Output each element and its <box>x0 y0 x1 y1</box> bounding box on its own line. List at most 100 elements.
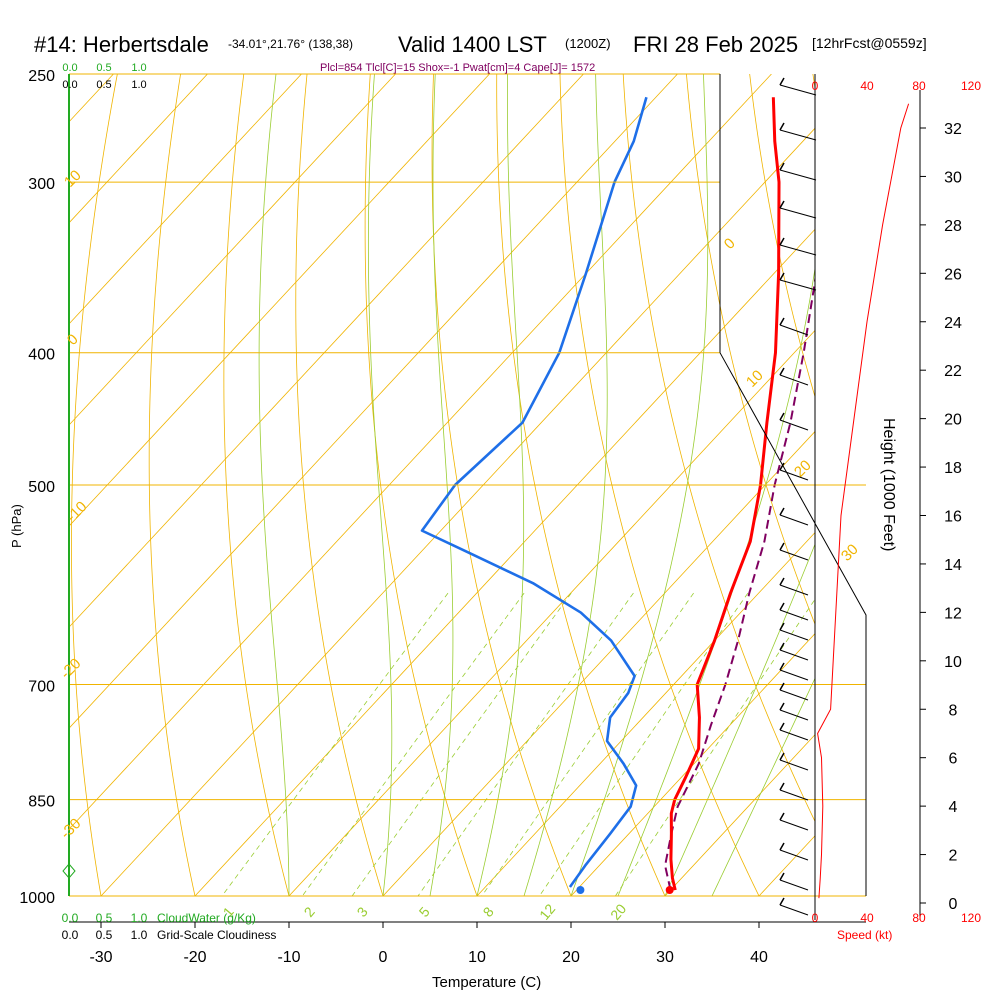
isotherm-line <box>69 74 396 426</box>
speed-tick-top: 40 <box>860 79 874 93</box>
mixing-ratio-line <box>221 592 449 896</box>
height-tick-label: 8 <box>949 702 958 719</box>
isotherm-line <box>853 74 1000 896</box>
wind-barb-icon <box>779 649 809 661</box>
isotherm-line <box>664 734 815 896</box>
speed-tick-top: 80 <box>912 79 926 93</box>
height-tick-label: 28 <box>944 218 962 235</box>
mixing-ratio-label: 5 <box>416 904 433 920</box>
cloud-water-tick-bottom: 0.5 <box>96 911 113 925</box>
cloud-water-tick-bottom: 0.0 <box>62 911 79 925</box>
wind-barb-icon <box>779 904 809 916</box>
dry-adiabat-line <box>939 74 1000 896</box>
cloud-water-label: CloudWater (g/Kg) <box>157 911 256 925</box>
wind-barb-icon <box>779 549 809 561</box>
mixing-ratio-label: 8 <box>480 904 497 920</box>
moist-adiabat-line <box>429 74 454 896</box>
wind-barb-flag-icon <box>779 542 785 551</box>
x-axis-label: Temperature (C) <box>432 974 541 991</box>
mixing-ratio-line <box>615 598 815 896</box>
moist-adiabat-line <box>711 677 815 896</box>
cloudiness-tick-bottom: 0.0 <box>62 928 79 942</box>
height-tick-label: 22 <box>944 363 962 380</box>
wind-barb-flag-icon <box>779 462 785 471</box>
moist-adiabat-line <box>367 74 393 896</box>
height-tick-label: 4 <box>949 799 958 816</box>
pressure-tick-label: 700 <box>28 679 55 696</box>
wind-barb-icon <box>779 849 809 861</box>
wind-barb-icon <box>779 207 817 219</box>
wind-barb-flag-icon <box>779 782 785 791</box>
height-tick-label: 26 <box>944 266 962 283</box>
surface-dewpoint-dot <box>576 886 585 894</box>
dewpoint-trace <box>420 96 648 888</box>
mixing-ratio-label: 2 <box>301 904 318 920</box>
wind-barb-flag-icon <box>779 162 785 171</box>
moist-adiabat-line <box>664 543 815 896</box>
wind-barb-icon <box>779 729 809 741</box>
wind-barb-icon <box>779 689 809 701</box>
moist-adiabat-line <box>476 74 525 896</box>
mixing-ratio-label: 3 <box>354 904 371 920</box>
dry-adiabat-line <box>496 74 666 896</box>
isotherm-line <box>69 74 208 224</box>
wind-barb-icon <box>779 374 809 386</box>
cloudiness-tick-top: 0.0 <box>62 79 77 91</box>
cloud-marker-icon <box>62 863 76 879</box>
cloudiness-tick-top: 1.0 <box>131 79 146 91</box>
pressure-tick-label: 850 <box>28 794 55 811</box>
wind-barb-flag-icon <box>779 122 785 131</box>
height-tick-label: 30 <box>944 169 962 186</box>
forecast-label: [12hrFcst@0559z] <box>812 35 927 51</box>
wind-speed-trace <box>817 103 910 899</box>
station-coords: -34.01°,21.76° (138,38) <box>228 37 353 51</box>
zulu-time: (1200Z) <box>565 36 611 51</box>
isotherm-label: -10 <box>63 498 90 525</box>
cloudiness-tick-top: 0.5 <box>96 79 111 91</box>
wind-barb-flag-icon <box>779 842 785 851</box>
wind-barb-icon <box>779 709 809 721</box>
wind-barb-flag-icon <box>779 317 785 326</box>
height-tick-label: 18 <box>944 460 962 477</box>
wind-barb-flag-icon <box>779 272 785 281</box>
plot-inner <box>0 74 1000 896</box>
dry-adiabat-line <box>71 74 118 896</box>
pressure-tick-label: 300 <box>28 176 55 193</box>
height-tick-label: 6 <box>949 751 958 768</box>
mixing-ratio-label: 20 <box>607 901 629 923</box>
dry-adiabat-line <box>295 74 384 896</box>
dry-adiabat-line <box>622 74 815 823</box>
wind-barb-flag-icon <box>779 577 785 586</box>
isotherm-label: -20 <box>57 655 84 682</box>
wind-barb-icon <box>779 129 817 141</box>
wind-barb-icon <box>779 759 809 771</box>
isotherm-label: 0 <box>64 331 82 349</box>
speed-tick-bottom: 40 <box>860 911 874 925</box>
x-tick-label: -10 <box>277 949 300 966</box>
wind-barb-icon <box>779 819 809 831</box>
forecast-date: FRI 28 Feb 2025 <box>633 32 798 57</box>
mixing-ratio-line <box>351 592 572 896</box>
cloud-water-tick-top: 0.5 <box>96 62 111 74</box>
wind-barb-flag-icon <box>779 367 785 376</box>
isotherm-line <box>0 74 19 896</box>
dry-adiabat-line <box>148 74 196 896</box>
pressure-tick-label: 500 <box>28 479 55 496</box>
wind-barb-flag-icon <box>779 622 785 631</box>
wind-barb-icon <box>779 879 809 891</box>
speed-tick-top: 120 <box>961 79 981 93</box>
height-tick-label: 14 <box>944 557 962 574</box>
wind-barb-flag-icon <box>779 812 785 821</box>
wind-barb-flag-icon <box>779 752 785 761</box>
height-tick-label: 2 <box>949 848 958 865</box>
speed-tick-bottom: 0 <box>812 911 819 925</box>
cloud-water-tick-top: 0.0 <box>62 62 77 74</box>
mixing-ratio-line <box>481 592 694 896</box>
x-tick-label: 0 <box>379 949 388 966</box>
station-title: #14: Herbertsdale <box>34 32 209 57</box>
moist-adiabat-line <box>523 74 608 896</box>
wind-barb-flag-icon <box>779 897 785 906</box>
x-tick-label: -30 <box>89 949 112 966</box>
x-tick-label: -20 <box>183 949 206 966</box>
height-tick-label: 24 <box>944 315 962 332</box>
